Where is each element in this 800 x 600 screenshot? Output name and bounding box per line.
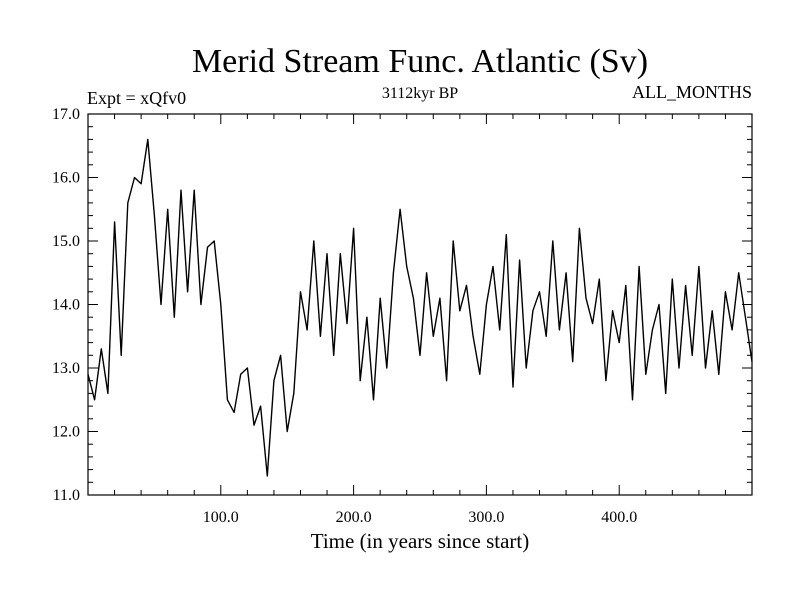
y-tick-label: 17.0 — [52, 106, 80, 123]
series-line — [87, 138, 753, 477]
y-tick-label: 14.0 — [52, 297, 80, 314]
x-axis-label: Time (in years since start) — [311, 529, 530, 553]
chart-title: Merid Stream Func. Atlantic (Sv) — [192, 43, 648, 80]
plot-area-frame — [87, 113, 753, 496]
y-tick-label: 11.0 — [53, 487, 80, 504]
x-axis: 100.0 200.0 300.0 400.0 — [114, 114, 726, 526]
series-layer — [87, 138, 753, 477]
experiment-label: Expt = xQfv0 — [87, 88, 186, 108]
x-tick-label: 200.0 — [336, 509, 372, 526]
period-label: ALL_MONTHS — [632, 82, 752, 102]
y-tick-label: 15.0 — [52, 233, 80, 250]
y-tick-label: 16.0 — [52, 170, 80, 187]
y-tick-label: 12.0 — [52, 424, 80, 441]
x-tick-label: 100.0 — [203, 509, 239, 526]
x-tick-label: 300.0 — [468, 509, 504, 526]
y-tick-label: 13.0 — [52, 360, 80, 377]
chart-subtitle: 3112kyr BP — [382, 85, 458, 102]
x-tick-label: 400.0 — [601, 509, 637, 526]
y-axis: 11.0 12.0 13.0 14.0 15.0 16.0 17.0 — [52, 106, 752, 504]
